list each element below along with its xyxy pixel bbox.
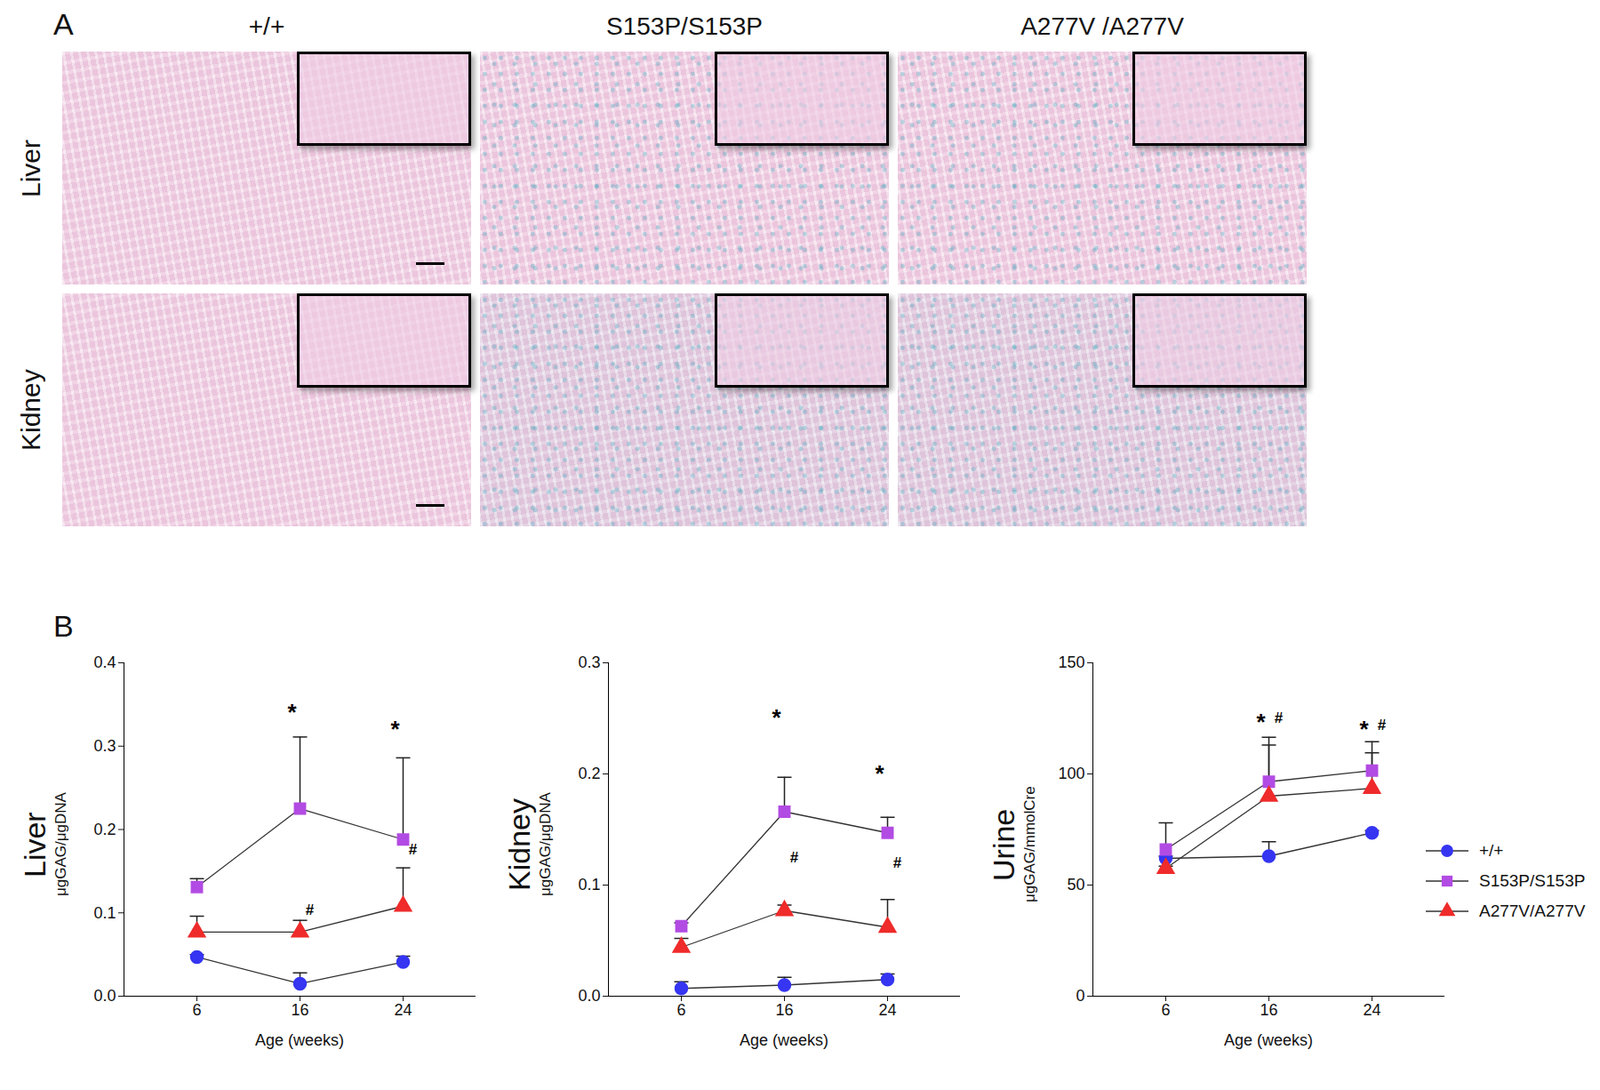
svg-text:50: 50 <box>1066 875 1085 894</box>
svg-text:#: # <box>790 848 800 866</box>
svg-text:16: 16 <box>775 1000 793 1019</box>
svg-text:#: # <box>893 854 903 872</box>
html-text:Liver: Liver <box>16 139 46 197</box>
svg-text:#: # <box>1274 709 1284 727</box>
html-text:S153P/S153P: S153P/S153P <box>1479 871 1586 890</box>
svg-text:0.2: 0.2 <box>93 820 116 839</box>
svg-text:*: * <box>1359 715 1369 743</box>
svg-text:0.0: 0.0 <box>93 986 116 1005</box>
html-text:B: B <box>53 608 74 643</box>
html-text:A: A <box>53 7 74 41</box>
html-text:μgGAG/μgDNA: μgGAG/μgDNA <box>536 792 554 897</box>
svg-text:*: * <box>287 698 297 726</box>
svg-text:100: 100 <box>1057 764 1085 783</box>
html-text:A277V/A277V: A277V/A277V <box>1479 901 1586 920</box>
svg-text:Age (weeks): Age (weeks) <box>739 1031 829 1049</box>
svg-text:#: # <box>408 840 418 858</box>
html-text:Kidney: Kidney <box>502 798 536 891</box>
svg-text:0.3: 0.3 <box>577 653 600 672</box>
svg-text:*: * <box>771 704 782 731</box>
html-text:A277V /A277V: A277V /A277V <box>1020 12 1184 40</box>
html-text:μgGAG/mmolCre: μgGAG/mmolCre <box>1021 786 1039 903</box>
html-text:Liver: Liver <box>17 811 52 878</box>
html-text:μgGAG/μgDNA: μgGAG/μgDNA <box>52 792 70 897</box>
svg-text:0.3: 0.3 <box>93 736 116 755</box>
html-text:Urine: Urine <box>986 808 1021 881</box>
svg-text:0.2: 0.2 <box>577 764 600 783</box>
svg-text:24: 24 <box>1362 1000 1381 1019</box>
svg-text:Age (weeks): Age (weeks) <box>1224 1031 1313 1049</box>
svg-text:0: 0 <box>1075 986 1085 1005</box>
svg-text:*: * <box>390 715 400 743</box>
html-text:Kidney: Kidney <box>16 368 46 451</box>
html-text:S153P/S153P: S153P/S153P <box>606 12 763 40</box>
svg-text:0.1: 0.1 <box>577 875 600 894</box>
svg-text:16: 16 <box>1259 1000 1278 1019</box>
svg-text:0.0: 0.0 <box>577 986 600 1005</box>
svg-text:150: 150 <box>1057 653 1085 672</box>
svg-text:6: 6 <box>676 1000 686 1019</box>
svg-text:0.4: 0.4 <box>93 653 116 672</box>
svg-text:#: # <box>305 901 315 919</box>
svg-text:16: 16 <box>290 1000 309 1019</box>
svg-text:24: 24 <box>878 1000 896 1019</box>
svg-text:6: 6 <box>1160 1000 1170 1019</box>
svg-text:#: # <box>1377 716 1387 734</box>
svg-text:24: 24 <box>393 1000 412 1019</box>
svg-text:*: * <box>874 760 885 787</box>
svg-text:*: * <box>1256 708 1266 736</box>
svg-text:Age (weeks): Age (weeks) <box>255 1031 344 1049</box>
svg-text:0.1: 0.1 <box>93 904 116 922</box>
svg-text:6: 6 <box>192 1000 201 1019</box>
